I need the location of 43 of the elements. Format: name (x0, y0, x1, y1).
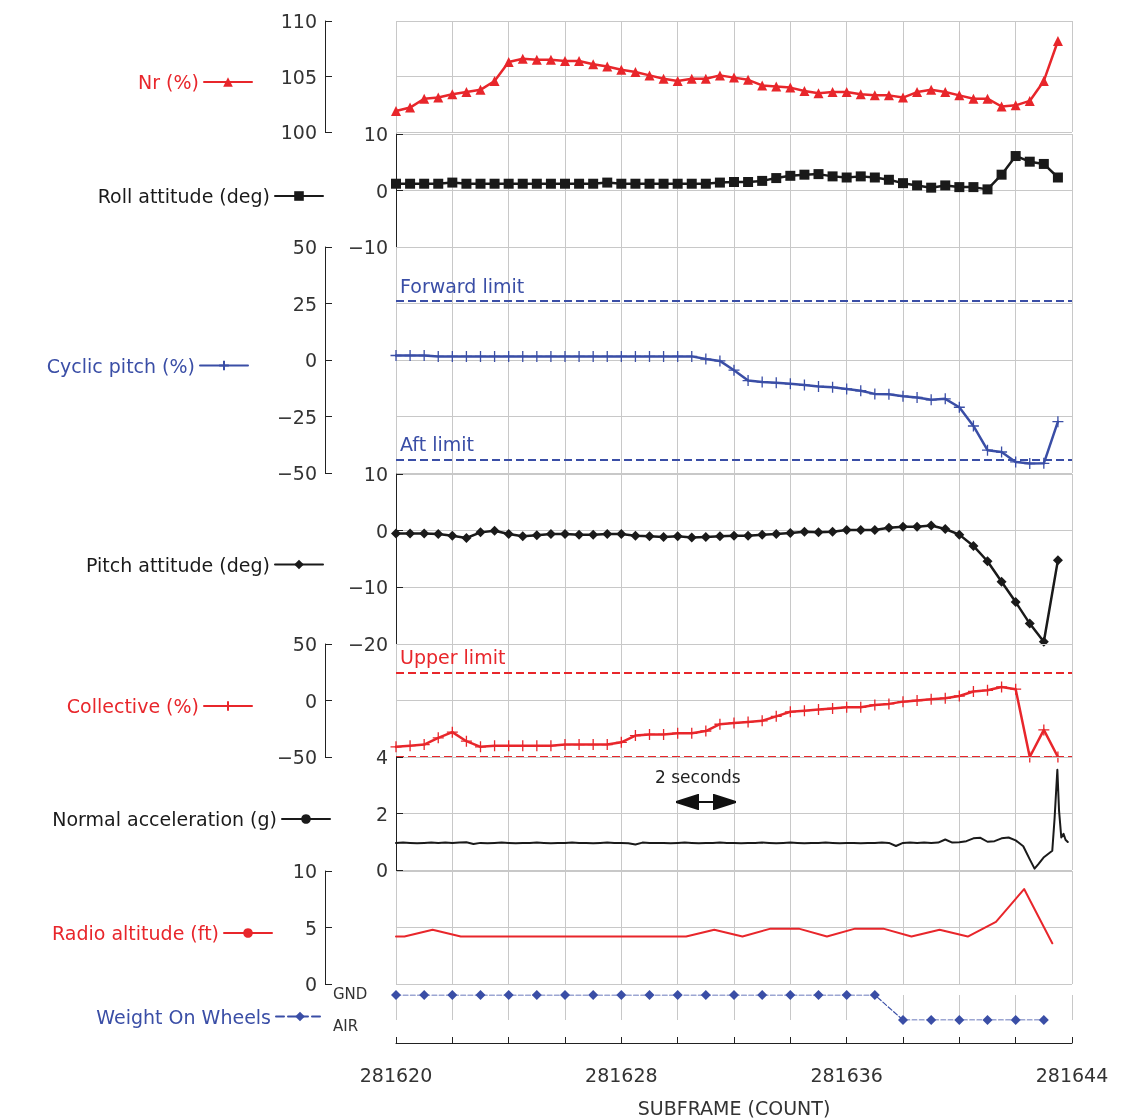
y-tick-label: 2 (375, 802, 388, 825)
annotation: 2 seconds (655, 766, 741, 787)
legend-label: Roll attitude (deg) (97, 185, 270, 207)
legend-label: Nr (%) (138, 71, 199, 93)
ref-line-label: Aft limit (400, 432, 474, 455)
y-tick-label: −20 (347, 633, 388, 655)
legend-label: Weight On Wheels (96, 1005, 271, 1028)
y-tick-label: 4 (375, 746, 388, 768)
y-tick-label: 0 (304, 349, 317, 371)
y-tick-label: 10 (363, 463, 388, 485)
y-tick-label: −10 (347, 576, 388, 599)
y-tick-label: 0 (304, 689, 317, 712)
y-tick-label: 0 (304, 973, 317, 995)
x-axis-title: SUBFRAME (COUNT) (637, 1096, 831, 1118)
y-tick-label: −25 (276, 405, 317, 428)
ref-line-label: Upper limit (400, 645, 506, 668)
x-tick-label: 281636 (810, 1063, 883, 1086)
text: AIR (333, 1016, 359, 1035)
legend-label: Normal acceleration (g) (52, 808, 277, 830)
x-tick-label: 281644 (1035, 1063, 1109, 1086)
ref-line-label: Forward limit (400, 274, 525, 297)
x-tick-label: 281620 (359, 1063, 433, 1086)
text: GND (333, 984, 368, 1003)
y-tick-label: 0 (375, 519, 388, 542)
y-tick-label: 10 (292, 860, 317, 882)
y-tick-label: 50 (292, 236, 317, 258)
legend-label: Radio altitude (ft) (52, 922, 219, 944)
x-tick-label: 281628 (585, 1063, 658, 1086)
y-tick-label: 105 (280, 65, 317, 88)
y-tick-label: 50 (292, 633, 317, 655)
y-tick-label: 25 (292, 292, 317, 315)
y-tick-label: −50 (276, 462, 317, 484)
legend-label: Collective (%) (66, 695, 199, 717)
y-tick-label: 0 (375, 859, 388, 881)
y-tick-label: 100 (280, 121, 317, 143)
y-tick-label: −10 (347, 236, 388, 258)
legend-label: Cyclic pitch (%) (46, 354, 195, 377)
y-tick-label: 0 (375, 179, 388, 202)
y-tick-label: 5 (304, 916, 317, 939)
y-tick-label: 110 (280, 10, 317, 32)
y-tick-label: −50 (276, 746, 317, 768)
legend-label: Pitch attitude (deg) (85, 553, 270, 576)
y-tick-label: 10 (363, 123, 388, 145)
